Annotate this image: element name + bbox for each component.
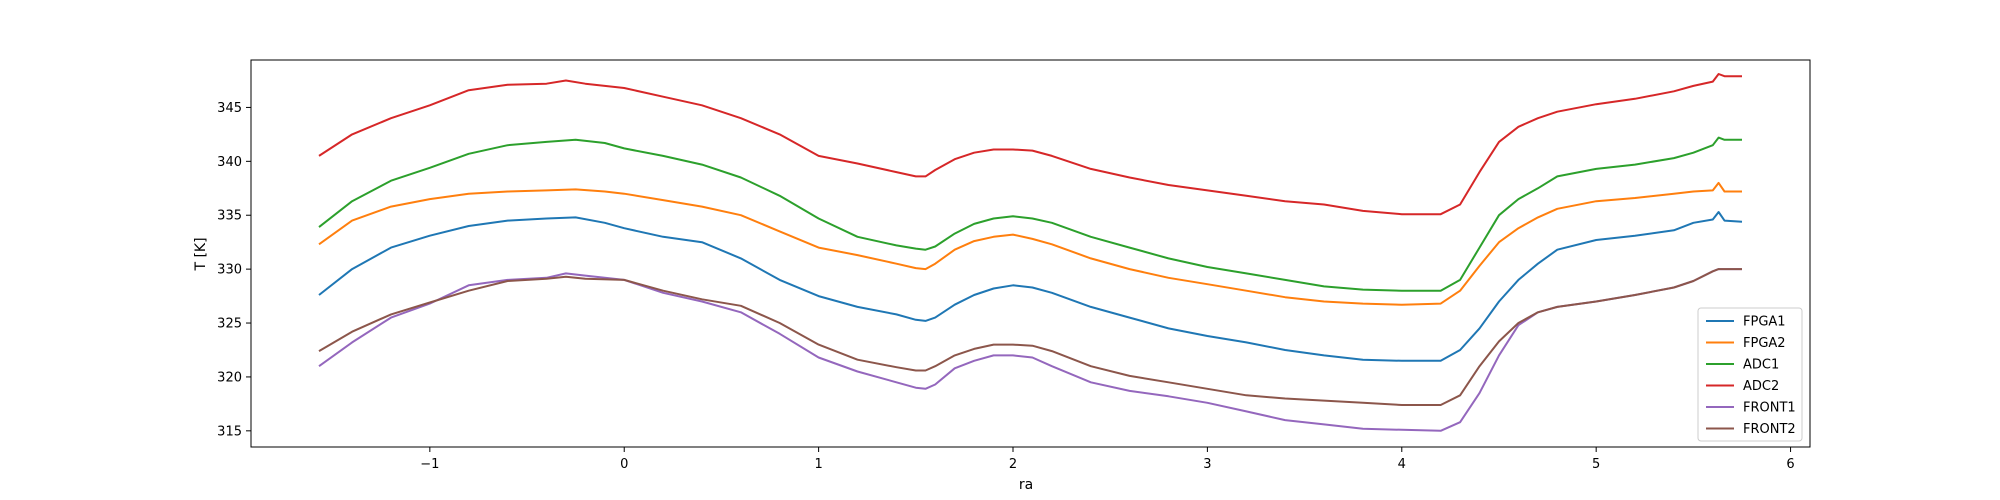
legend: FPGA1 FPGA2 ADC1 ADC2 FRONT1 FRONT2	[1697, 307, 1803, 442]
x-tick-label: 1	[814, 457, 822, 472]
legend-label: FPGA1	[1743, 315, 1786, 330]
x-tick-label: 5	[1592, 457, 1600, 472]
x-axis: −1 0 1 2 3 4 5 6	[420, 447, 1795, 472]
series-line-fpga1	[318, 211, 1743, 362]
x-tick-label: 6	[1786, 457, 1794, 472]
y-tick-label: 320	[217, 370, 242, 385]
series-line-front2	[318, 268, 1742, 406]
legend-label: FPGA2	[1743, 336, 1786, 351]
series-line-adc1	[318, 136, 1742, 292]
legend-label: ADC1	[1743, 358, 1779, 373]
y-tick-label: 345	[217, 101, 242, 116]
legend-label: FRONT1	[1743, 401, 1796, 416]
y-tick-label: 315	[217, 424, 242, 439]
y-axis-label: T [K]	[193, 237, 209, 271]
x-tick-label: 3	[1203, 457, 1211, 472]
x-tick-label: 0	[620, 457, 628, 472]
series-line-adc2	[318, 73, 1742, 216]
x-tick-label: 4	[1398, 457, 1406, 472]
y-axis: 315 320 325 330 335 340 345	[217, 101, 251, 439]
legend-label: FRONT2	[1743, 422, 1796, 437]
y-tick-label: 335	[217, 209, 242, 224]
x-tick-label: 2	[1009, 457, 1017, 472]
plot-frame	[250, 59, 1811, 448]
plot-area	[318, 73, 1743, 432]
series-line-fpga2	[318, 181, 1742, 306]
x-axis-label: ra	[1019, 477, 1033, 493]
y-tick-label: 325	[217, 317, 242, 332]
x-tick-label: −1	[420, 457, 439, 472]
y-tick-label: 340	[217, 155, 242, 170]
y-tick-label: 330	[217, 263, 242, 278]
legend-label: ADC2	[1743, 379, 1779, 394]
